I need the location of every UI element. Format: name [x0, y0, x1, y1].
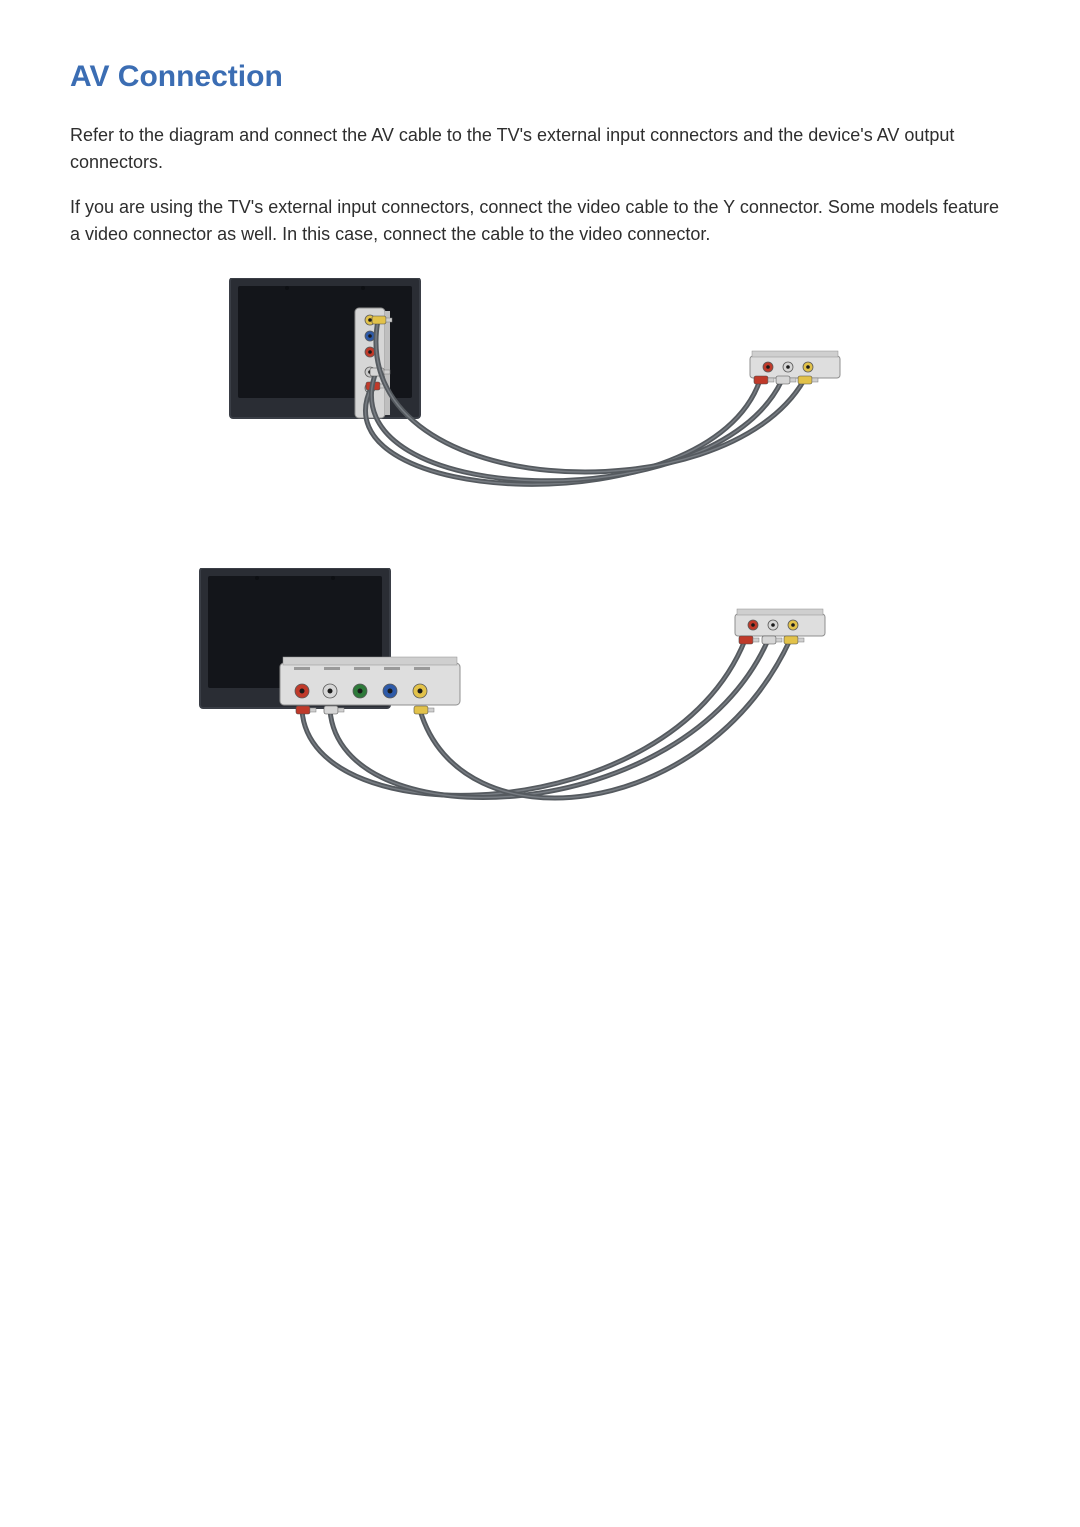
paragraph: If you are using the TV's external input…	[70, 194, 1010, 248]
paragraph: Refer to the diagram and connect the AV …	[70, 122, 1010, 176]
diagram-top	[70, 278, 1010, 548]
diagram-bottom	[70, 568, 1010, 858]
page-title: AV Connection	[70, 60, 1010, 94]
page: AV Connection Refer to the diagram and c…	[0, 0, 1080, 1527]
